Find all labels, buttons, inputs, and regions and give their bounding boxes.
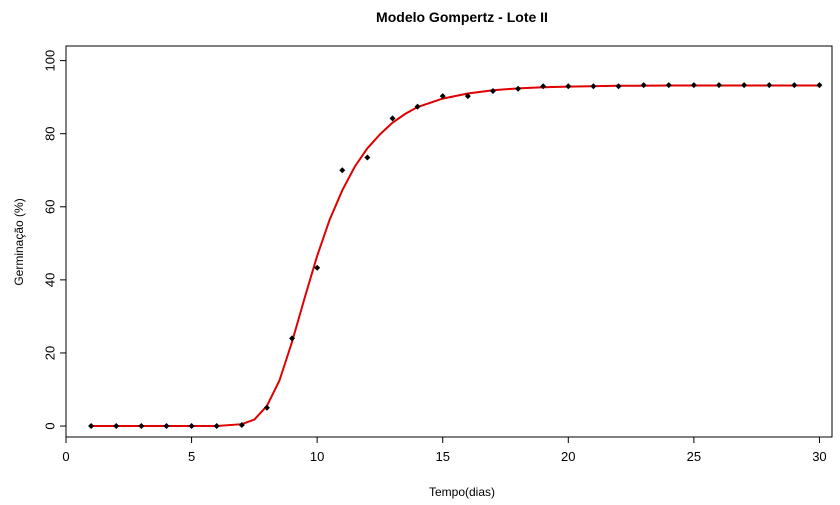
fitted-curve-line — [91, 84, 820, 427]
x-axis-label: Tempo(dias) — [429, 485, 495, 499]
data-point — [665, 82, 672, 89]
data-point — [314, 264, 321, 271]
data-point — [389, 115, 396, 122]
data-point — [364, 154, 371, 161]
data-points — [88, 82, 823, 430]
chart-title: Modelo Gompertz - Lote II — [376, 9, 548, 25]
x-tick-label: 25 — [687, 449, 701, 464]
data-point — [113, 423, 120, 430]
y-tick-label: 100 — [43, 50, 58, 72]
y-tick-label: 40 — [43, 273, 58, 287]
data-point — [289, 335, 296, 342]
data-point — [766, 82, 773, 89]
data-point — [238, 421, 245, 428]
data-point — [565, 83, 572, 90]
data-point — [640, 82, 647, 89]
data-point — [489, 87, 496, 94]
data-point — [515, 85, 522, 92]
y-tick-label: 20 — [43, 346, 58, 360]
data-point — [188, 423, 195, 430]
x-tick-label: 5 — [188, 449, 195, 464]
data-point — [163, 423, 170, 430]
data-point — [615, 83, 622, 90]
y-tick-label: 0 — [43, 422, 58, 429]
data-point — [414, 103, 421, 110]
x-tick-label: 30 — [812, 449, 826, 464]
y-axis-label: Germinação (%) — [12, 198, 26, 285]
data-point — [715, 82, 722, 89]
data-point — [590, 83, 597, 90]
y-axis: 0 20 40 60 80 100 — [43, 50, 67, 430]
x-tick-label: 20 — [561, 449, 575, 464]
data-point — [816, 82, 823, 89]
y-tick-label: 80 — [43, 126, 58, 140]
data-point — [791, 82, 798, 89]
data-point — [138, 423, 145, 430]
x-tick-label: 0 — [62, 449, 69, 464]
data-point — [88, 423, 95, 430]
data-point — [339, 167, 346, 174]
data-point — [263, 404, 270, 411]
data-point — [690, 82, 697, 89]
x-tick-label: 15 — [435, 449, 449, 464]
x-axis: 0 5 10 15 20 25 30 — [62, 436, 827, 464]
data-point — [213, 423, 220, 430]
data-point — [540, 83, 547, 90]
data-point — [464, 93, 471, 100]
data-point — [439, 93, 446, 100]
data-point — [741, 82, 748, 89]
y-tick-label: 60 — [43, 200, 58, 214]
x-tick-label: 10 — [310, 449, 324, 464]
plot-area — [65, 45, 833, 438]
